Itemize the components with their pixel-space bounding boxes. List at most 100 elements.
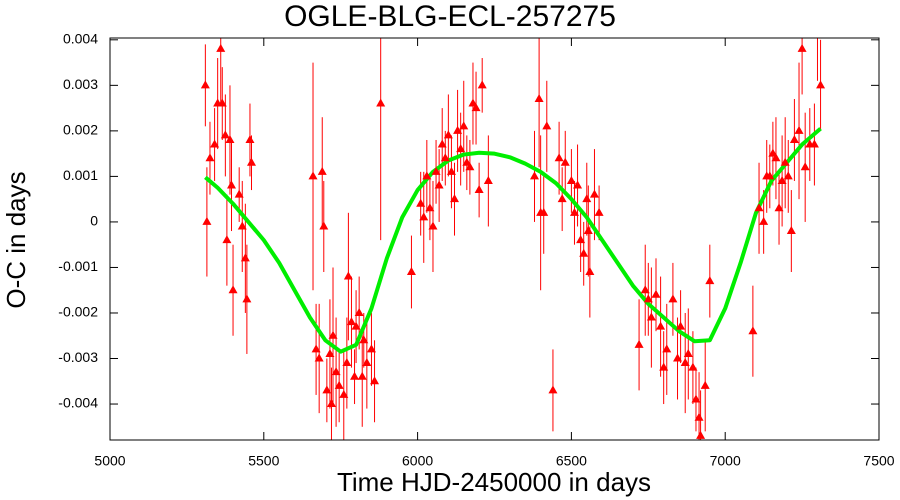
data-point	[583, 226, 593, 235]
x-tick-label: 6500	[556, 453, 587, 469]
data-point	[696, 430, 706, 439]
data-point	[325, 348, 335, 357]
data-point	[585, 267, 595, 276]
y-tick-label: 0.002	[63, 122, 98, 138]
data-point	[362, 358, 372, 367]
data-point	[640, 285, 650, 294]
data-point	[477, 80, 487, 89]
data-point	[529, 171, 539, 180]
plot-frame	[109, 37, 880, 441]
data-point	[800, 162, 810, 171]
data-point	[443, 130, 453, 139]
data-point	[748, 326, 758, 335]
data-point	[453, 125, 463, 134]
data-point	[680, 358, 690, 367]
data-point	[202, 216, 212, 225]
data-point	[560, 157, 570, 166]
data-point	[308, 171, 318, 180]
data-point	[205, 153, 215, 162]
data-point	[754, 203, 764, 212]
data-point	[783, 171, 793, 180]
data-point	[643, 294, 653, 303]
data-point	[459, 121, 469, 130]
y-tick-label: -0.001	[58, 258, 98, 274]
data-point	[809, 139, 819, 148]
data-point	[573, 180, 583, 189]
data-point	[676, 321, 686, 330]
data-point	[797, 43, 807, 52]
plot-area	[200, 38, 826, 440]
data-point	[351, 321, 361, 330]
x-tick-label: 5500	[248, 453, 279, 469]
data-point	[240, 253, 250, 262]
data-point	[668, 294, 678, 303]
data-point	[465, 162, 475, 171]
data-point	[446, 166, 456, 175]
data-point	[350, 371, 360, 380]
data-point	[569, 207, 579, 216]
data-point	[634, 339, 644, 348]
data-point	[557, 194, 567, 203]
data-point	[771, 153, 781, 162]
data-point	[225, 134, 235, 143]
data-point	[646, 312, 656, 321]
data-point	[579, 248, 589, 257]
data-point	[425, 203, 435, 212]
data-point	[812, 38, 822, 39]
data-point	[376, 98, 386, 107]
data-point	[662, 344, 672, 353]
data-point	[428, 221, 438, 230]
data-point	[816, 80, 826, 89]
data-point	[589, 189, 599, 198]
data-point	[354, 307, 364, 316]
data-point	[311, 344, 321, 353]
data-point	[431, 166, 441, 175]
data-point	[237, 221, 247, 230]
data-point	[566, 175, 576, 184]
data-point	[594, 207, 604, 216]
data-point	[328, 330, 338, 339]
x-tick-label: 7500	[863, 453, 894, 469]
data-point	[450, 194, 460, 203]
data-point	[468, 98, 478, 107]
data-point	[242, 294, 252, 303]
data-point	[542, 121, 552, 130]
data-point	[434, 180, 444, 189]
data-point	[370, 376, 380, 385]
data-point	[422, 171, 432, 180]
data-point	[683, 348, 693, 357]
x-tick-label: 5000	[94, 453, 125, 469]
data-point	[245, 134, 255, 143]
data-point	[700, 380, 710, 389]
data-point	[474, 185, 484, 194]
data-point	[437, 139, 447, 148]
data-point	[774, 203, 784, 212]
data-point	[554, 153, 564, 162]
data-point	[210, 139, 220, 148]
x-tick-label: 7000	[710, 453, 741, 469]
data-point	[357, 371, 367, 380]
data-point	[688, 362, 698, 371]
data-point	[694, 412, 704, 421]
data-point	[456, 144, 466, 153]
data-point	[462, 157, 472, 166]
data-point	[759, 216, 769, 225]
data-point	[765, 171, 775, 180]
data-point	[217, 98, 227, 107]
fit-curve	[204, 127, 822, 354]
x-tick-label: 6000	[402, 453, 433, 469]
data-point	[786, 226, 796, 235]
data-point	[220, 130, 230, 139]
y-tick-label: 0.003	[63, 76, 98, 92]
y-tick-label: 0	[90, 213, 98, 229]
data-point	[200, 80, 210, 89]
data-point	[416, 198, 426, 207]
data-point	[339, 389, 349, 398]
data-point	[343, 271, 353, 280]
data-point	[705, 276, 715, 285]
data-point	[359, 335, 369, 344]
data-point	[419, 212, 429, 221]
data-point	[314, 353, 324, 362]
y-tick-label: 0.004	[63, 31, 98, 47]
data-point	[471, 103, 481, 112]
